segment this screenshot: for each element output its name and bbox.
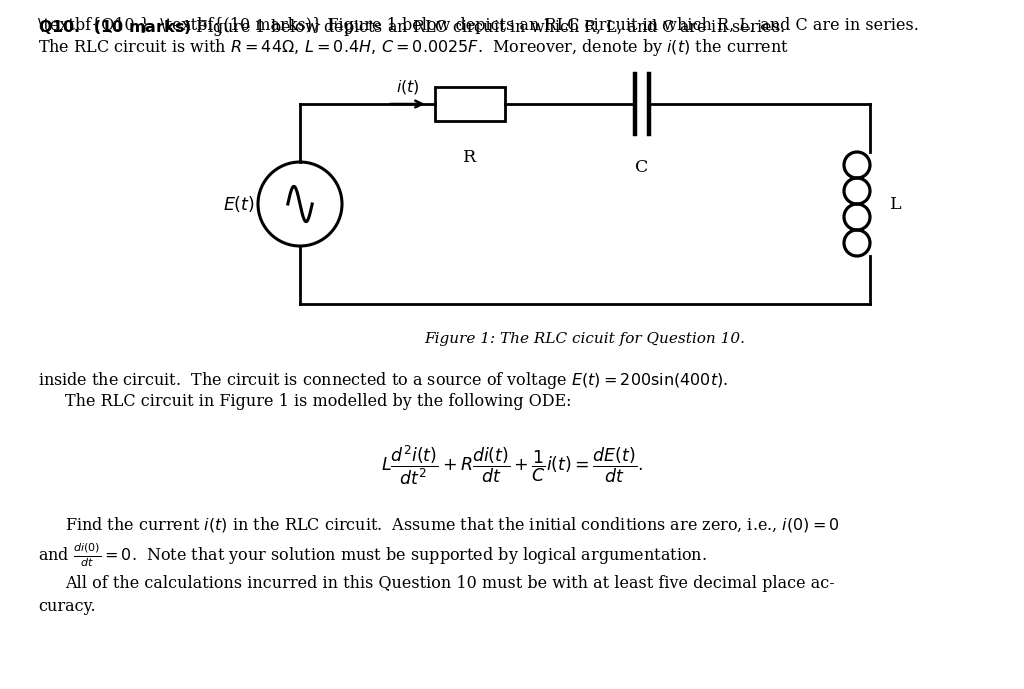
Text: \textbf{Q10.}  \textbf{(10 marks)} Figure 1 below depicts an RLC circuit in whic: \textbf{Q10.} \textbf{(10 marks)} Figure… <box>38 17 919 34</box>
Text: $\mathbf{Q10.}$  $\mathbf{(10\ marks)}$ Figure 1 below depicts an RLC circuit in: $\mathbf{Q10.}$ $\mathbf{(10\ marks)}$ F… <box>38 17 785 38</box>
Text: The RLC circuit is with $R = 44\Omega,\, L = 0.4H,\, C = 0.0025F$.  Moreover, de: The RLC circuit is with $R = 44\Omega,\,… <box>38 37 788 58</box>
Text: All of the calculations incurred in this Question 10 must be with at least five : All of the calculations incurred in this… <box>65 575 835 592</box>
Text: inside the circuit.  The circuit is connected to a source of voltage $E(t) = 200: inside the circuit. The circuit is conne… <box>38 370 728 391</box>
Text: $i(t)$: $i(t)$ <box>395 78 420 96</box>
Text: $L\dfrac{d^{2}i(t)}{dt^{2}} + R\dfrac{di(t)}{dt} + \dfrac{1}{C}i(t) = \dfrac{dE(: $L\dfrac{d^{2}i(t)}{dt^{2}} + R\dfrac{di… <box>381 443 643 486</box>
Text: The RLC circuit in Figure 1 is modelled by the following ODE:: The RLC circuit in Figure 1 is modelled … <box>65 393 571 410</box>
Bar <box>435 87 505 121</box>
Text: R: R <box>464 149 476 166</box>
Text: $E(t)$: $E(t)$ <box>223 194 255 214</box>
Text: curacy.: curacy. <box>38 598 95 615</box>
Text: Find the current $i(t)$ in the RLC circuit.  Assume that the initial conditions : Find the current $i(t)$ in the RLC circu… <box>65 515 840 534</box>
Text: Figure 1: The RLC cicuit for Question 10.: Figure 1: The RLC cicuit for Question 10… <box>425 332 745 346</box>
Text: and $\frac{di(0)}{dt} = 0$.  Note that your solution must be supported by logica: and $\frac{di(0)}{dt} = 0$. Note that yo… <box>38 541 707 569</box>
Text: C: C <box>635 159 648 176</box>
Text: L: L <box>890 196 901 212</box>
